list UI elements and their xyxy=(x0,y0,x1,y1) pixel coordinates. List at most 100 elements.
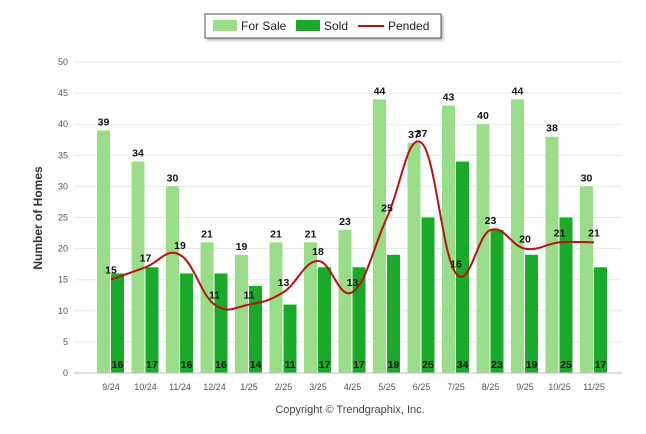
bar-sold-10/24[interactable] xyxy=(145,267,159,373)
bar-sold-1/25[interactable] xyxy=(249,285,262,373)
label-sold-11/24: 16 xyxy=(181,359,193,371)
x-tick-label-1/25: 1/25 xyxy=(240,382,258,392)
pended-line-layer xyxy=(110,140,595,311)
bar-sold-10/25[interactable] xyxy=(559,217,573,374)
x-tick-label-5/25: 5/25 xyxy=(378,382,396,392)
label-for-sale-4/25: 23 xyxy=(339,216,351,228)
label-sold-9/24: 16 xyxy=(112,359,124,371)
y-tick-label-0: 0 xyxy=(63,368,68,378)
label-sold-1/25: 14 xyxy=(250,359,262,371)
bar-sold-6/25[interactable] xyxy=(421,217,435,374)
y-tick-label-20: 20 xyxy=(58,244,68,254)
x-tick-label-8/25: 8/25 xyxy=(482,382,500,392)
bar-sold-4/25[interactable] xyxy=(352,267,366,373)
bar-sold-11/25[interactable] xyxy=(594,267,607,373)
label-pended-12/24: 11 xyxy=(209,290,220,302)
data-labels: 39 16 34 17 30 16 21 16 19 14 21 11 21 17 23 17 44 19 37 25… xyxy=(98,85,607,371)
label-sold-11/25: 17 xyxy=(595,359,607,371)
label-sold-10/25: 25 xyxy=(560,359,572,371)
label-sold-7/25: 34 xyxy=(457,359,469,371)
label-for-sale-12/24: 21 xyxy=(201,228,213,240)
label-pended-1/25: 11 xyxy=(243,290,254,302)
y-tick-label-5: 5 xyxy=(63,337,68,347)
bar-for-sale-11/25[interactable] xyxy=(580,186,593,373)
x-tick-label-6/25: 6/25 xyxy=(413,382,431,392)
x-tick-label-3/25: 3/25 xyxy=(309,382,327,392)
label-for-sale-2/25: 21 xyxy=(270,228,282,240)
x-tick-label-7/25: 7/25 xyxy=(447,382,465,392)
legend-swatch-sold[interactable] xyxy=(296,20,320,31)
bar-for-sale-9/25[interactable] xyxy=(511,99,524,373)
x-tick-label-10/25: 10/25 xyxy=(548,382,571,392)
bar-sold-3/25[interactable] xyxy=(318,267,331,373)
bar-for-sale-6/25[interactable] xyxy=(407,142,421,373)
label-for-sale-8/25: 40 xyxy=(477,110,489,122)
bar-for-sale-8/25[interactable] xyxy=(476,124,490,373)
bar-sold-8/25[interactable] xyxy=(490,229,504,373)
legend-label-sold[interactable]: Sold xyxy=(324,19,348,33)
label-for-sale-11/24: 30 xyxy=(167,172,179,184)
bar-sold-9/25[interactable] xyxy=(525,254,538,373)
label-pended-11/25: 21 xyxy=(588,227,600,239)
label-sold-9/25: 19 xyxy=(526,359,538,371)
x-tick-label-10/24: 10/24 xyxy=(134,382,157,392)
label-sold-8/25: 23 xyxy=(491,359,503,371)
label-pended-5/25: 25 xyxy=(381,203,393,215)
label-for-sale-10/24: 34 xyxy=(132,148,144,160)
y-tick-label-10: 10 xyxy=(58,306,68,316)
bar-for-sale-2/25[interactable] xyxy=(269,242,283,373)
bar-for-sale-10/25[interactable] xyxy=(545,136,559,373)
label-for-sale-7/25: 43 xyxy=(443,92,455,104)
label-for-sale-10/25: 38 xyxy=(546,123,558,135)
y-tick-label-30: 30 xyxy=(58,181,68,191)
label-pended-7/25: 16 xyxy=(450,258,462,270)
legend[interactable]: For Sale Sold Pended xyxy=(204,13,442,39)
legend-box xyxy=(204,13,442,39)
x-tick-label-9/25: 9/25 xyxy=(516,382,534,392)
legend-label-for-sale[interactable]: For Sale xyxy=(241,19,287,33)
bar-for-sale-3/25[interactable] xyxy=(304,242,317,373)
x-tick-label-11/25: 11/25 xyxy=(583,382,605,392)
x-tick-label-2/25: 2/25 xyxy=(275,382,293,392)
label-pended-10/25: 21 xyxy=(554,227,566,239)
legend-label-pended[interactable]: Pended xyxy=(388,19,429,33)
label-pended-3/25: 18 xyxy=(312,246,324,258)
bar-for-sale-1/25[interactable] xyxy=(235,254,248,373)
x-tick-label-9/24: 9/24 xyxy=(102,382,120,392)
label-sold-5/25: 19 xyxy=(388,359,400,371)
bar-sold-9/24[interactable] xyxy=(111,273,124,373)
bar-sold-5/25[interactable] xyxy=(387,254,400,373)
bar-sold-2/25[interactable] xyxy=(283,304,297,373)
label-sold-6/25: 25 xyxy=(422,359,434,371)
label-for-sale-11/25: 30 xyxy=(581,172,593,184)
label-pended-4/25: 13 xyxy=(347,277,359,289)
bar-sold-12/24[interactable] xyxy=(214,273,228,373)
label-pended-9/24: 15 xyxy=(105,265,117,277)
label-sold-10/24: 17 xyxy=(146,359,158,371)
pended-line[interactable] xyxy=(110,140,595,311)
y-tick-label-15: 15 xyxy=(58,275,68,285)
bar-for-sale-4/25[interactable] xyxy=(338,229,352,373)
bar-for-sale-11/24[interactable] xyxy=(166,186,179,373)
bar-sold-7/25[interactable] xyxy=(456,161,469,373)
bar-for-sale-12/24[interactable] xyxy=(200,242,214,373)
bar-sold-11/24[interactable] xyxy=(180,273,193,373)
copyright-text: Copyright © Trendgraphix, Inc. xyxy=(275,404,424,416)
label-for-sale-3/25: 21 xyxy=(305,228,317,240)
label-sold-3/25: 17 xyxy=(319,359,331,371)
bar-for-sale-10/24[interactable] xyxy=(131,161,145,373)
y-tick-label-35: 35 xyxy=(58,150,68,160)
y-tick-label-50: 50 xyxy=(58,57,68,67)
y-tick-label-40: 40 xyxy=(58,119,68,129)
bar-for-sale-9/24[interactable] xyxy=(97,130,110,373)
legend-swatch-for-sale[interactable] xyxy=(213,20,237,31)
label-for-sale-6/25: 37 xyxy=(408,129,420,141)
label-for-sale-1/25: 19 xyxy=(236,241,248,253)
bar-for-sale-7/25[interactable] xyxy=(442,105,455,373)
label-pended-11/24: 19 xyxy=(174,240,186,252)
label-for-sale-5/25: 44 xyxy=(374,85,386,97)
axes: 0 5 10 15 20 25 30 35 40 45 50 9/24 10/24 11/24 12/24 1… xyxy=(58,57,622,392)
label-pended-2/25: 13 xyxy=(278,277,290,289)
